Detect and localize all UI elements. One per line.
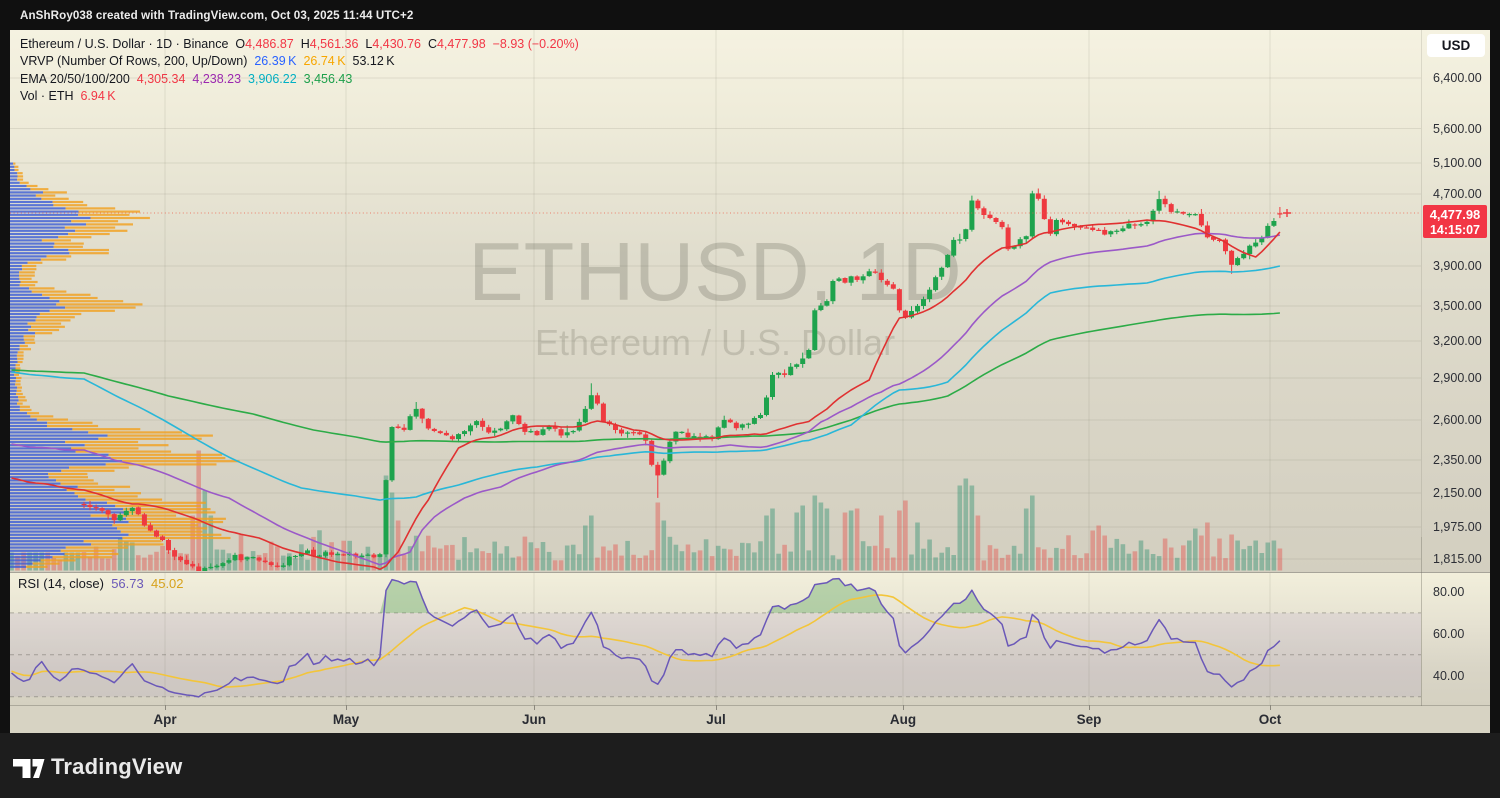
svg-text:Ethereum / U.S. Dollar: Ethereum / U.S. Dollar: [535, 322, 895, 363]
svg-text:ETHUSD, 1D: ETHUSD, 1D: [468, 225, 961, 318]
